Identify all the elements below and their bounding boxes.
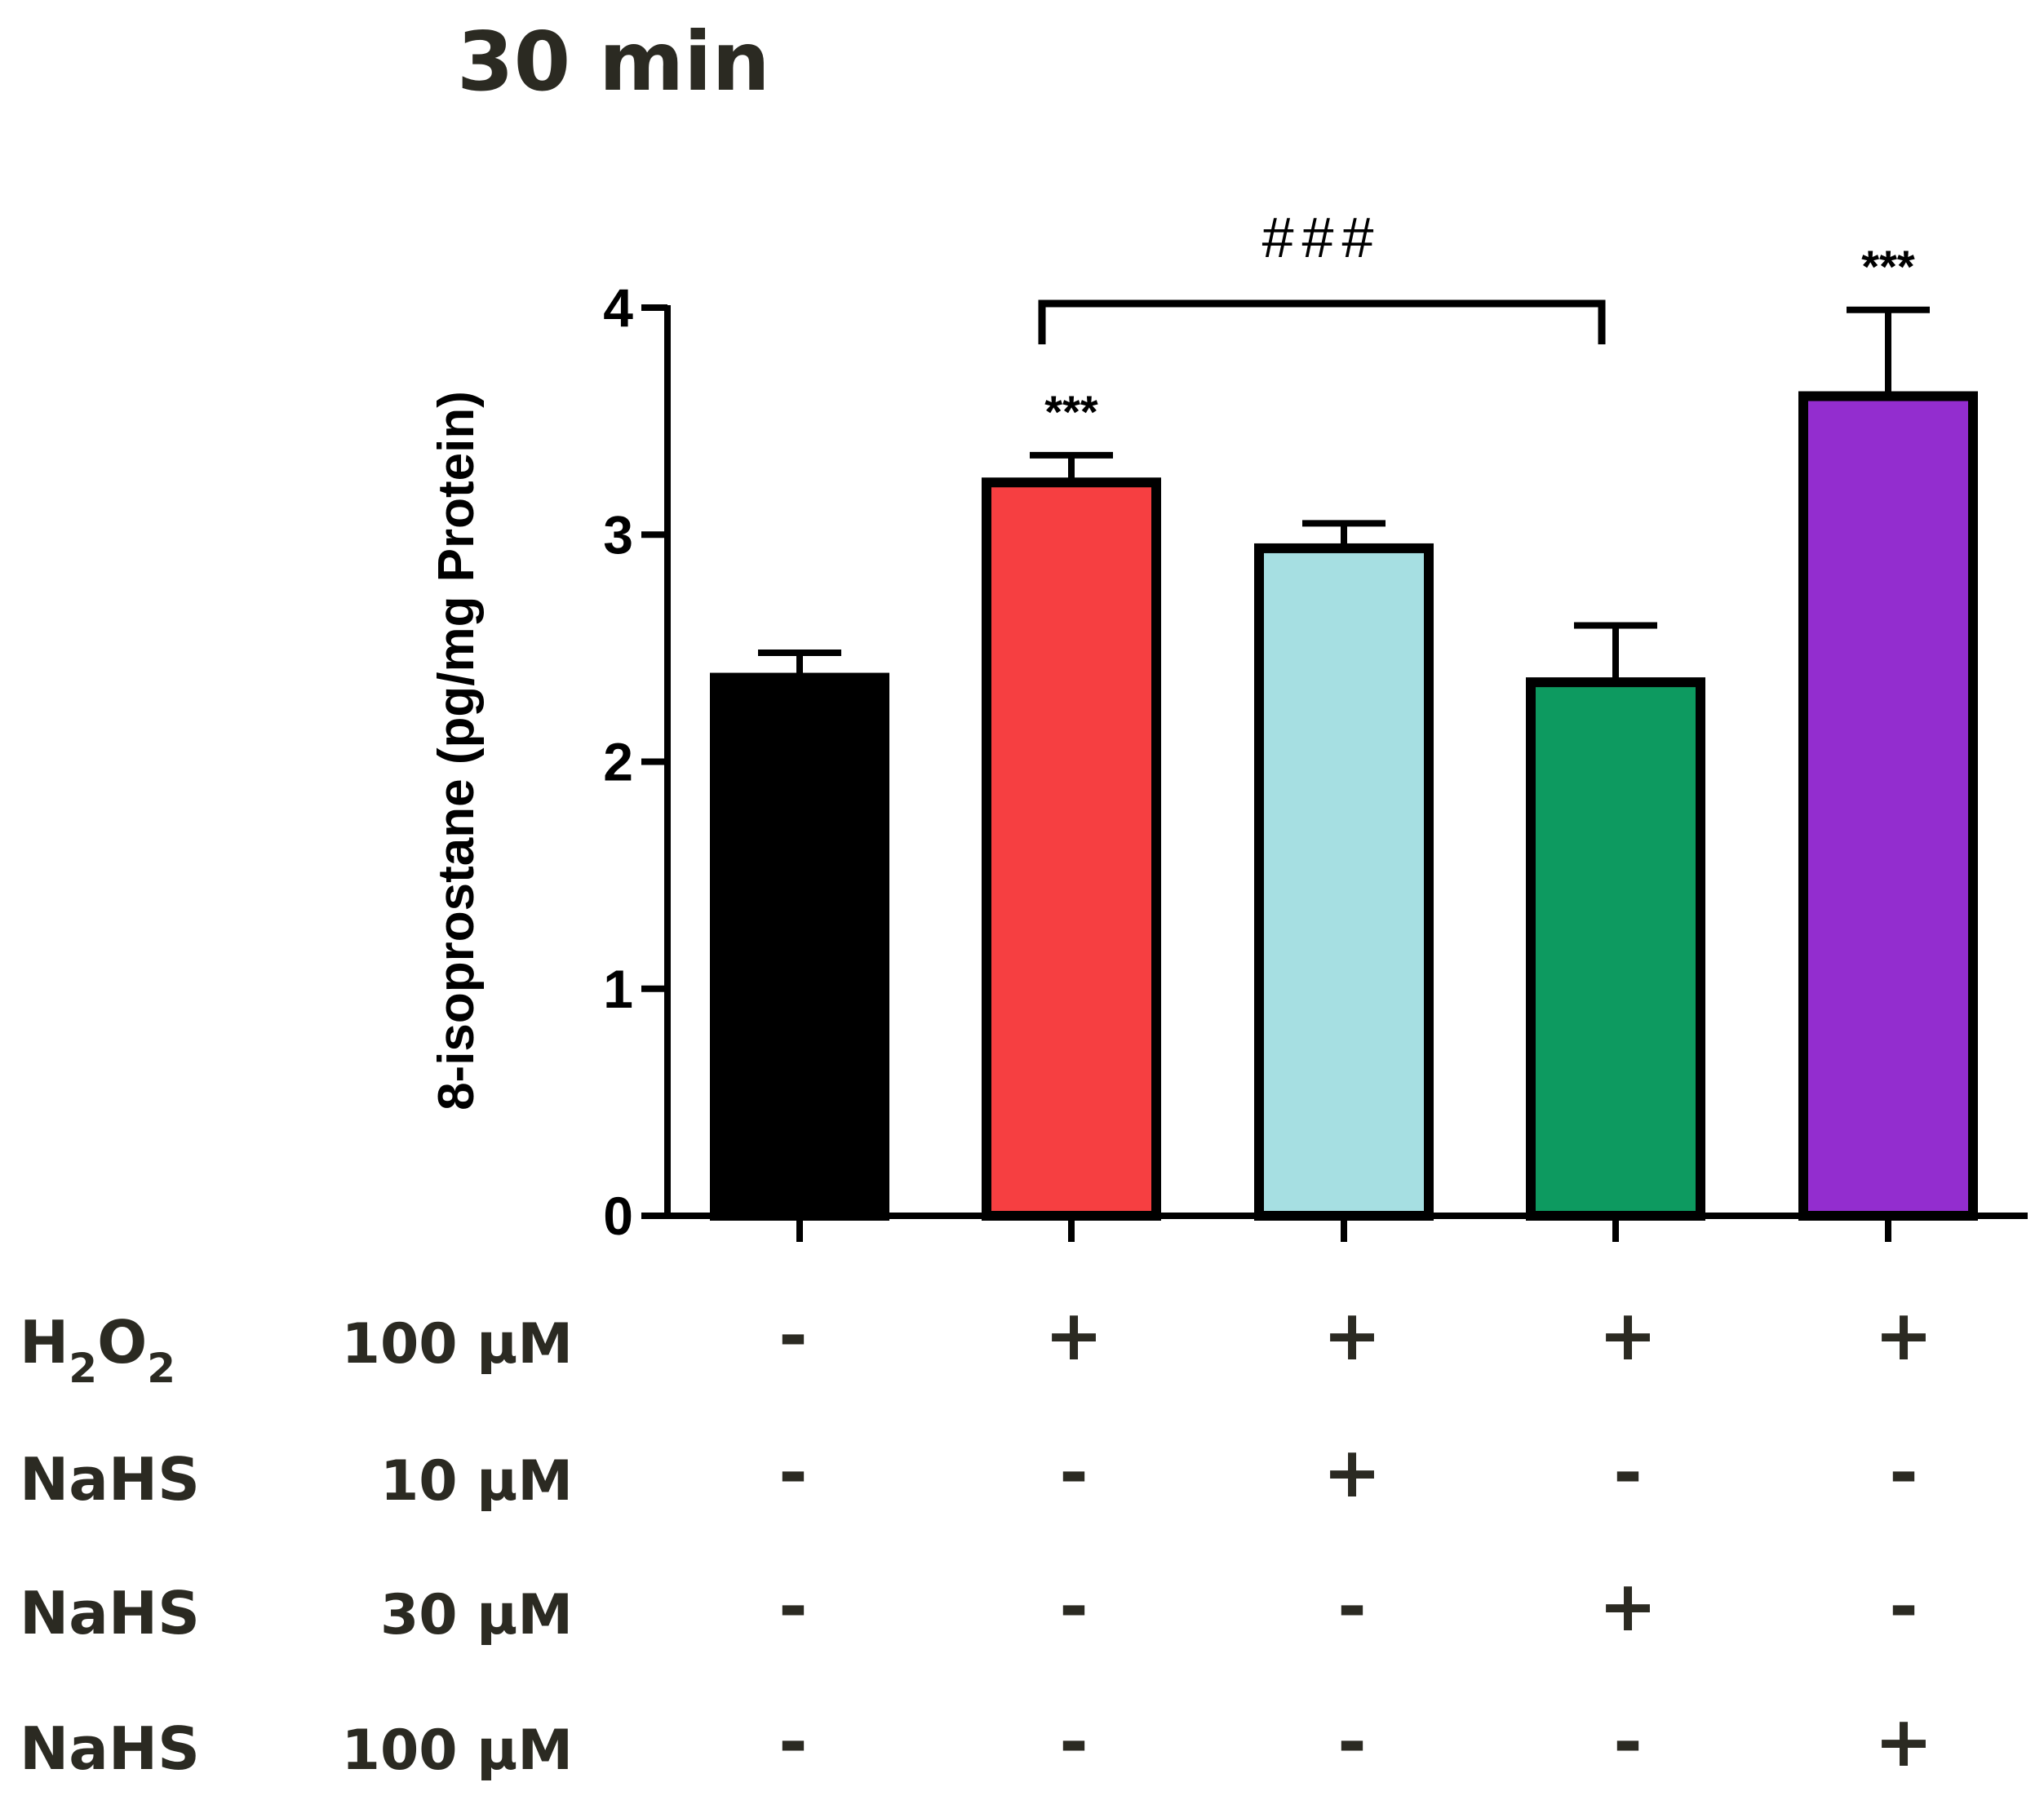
minus-sign: -	[1059, 1432, 1089, 1514]
minus-sign: -	[1059, 1701, 1089, 1783]
significance-stars: ***	[1044, 386, 1098, 437]
treatment-table: H2O2 100 μM - + + + + NaHS 10 μM - - + - - NaHS 30 μM - -…	[20, 1295, 1933, 1783]
bar	[710, 672, 889, 1221]
treatment-concentration: 30 μM	[380, 1583, 573, 1647]
plus-sign: +	[1598, 1566, 1657, 1647]
minus-sign: -	[1337, 1701, 1367, 1783]
significance-stars: ***	[1861, 241, 1915, 292]
treatment-name: NaHS	[20, 1714, 200, 1783]
y-tick-label: 3	[603, 504, 633, 565]
comparison-bracket	[1038, 299, 1606, 344]
bar	[1526, 677, 1705, 1221]
minus-sign: -	[1889, 1432, 1918, 1514]
plus-sign: +	[1323, 1295, 1381, 1377]
y-tick-label: 0	[603, 1186, 633, 1246]
minus-sign: -	[1889, 1566, 1918, 1647]
treatment-name: H2O2	[20, 1308, 175, 1392]
comparison-label: ###	[1262, 206, 1382, 269]
y-tick-label: 4	[603, 277, 633, 338]
minus-sign: -	[1613, 1432, 1643, 1514]
plus-sign: +	[1044, 1295, 1103, 1377]
minus-sign: -	[778, 1701, 808, 1783]
treatment-name: NaHS	[20, 1579, 200, 1647]
y-tick-label: 1	[603, 959, 633, 1019]
plus-sign: +	[1323, 1432, 1381, 1514]
minus-sign: -	[778, 1432, 808, 1514]
minus-sign: -	[778, 1566, 808, 1647]
plus-sign: +	[1874, 1701, 1933, 1783]
minus-sign: -	[778, 1295, 808, 1377]
minus-sign: -	[1613, 1701, 1643, 1783]
y-axis-label: 8-isoprostane (pg/mg Protein)	[428, 391, 485, 1111]
plus-sign: +	[1598, 1295, 1657, 1377]
bar	[982, 477, 1161, 1221]
treatment-name: NaHS	[20, 1445, 200, 1514]
treatment-concentration: 10 μM	[380, 1449, 573, 1514]
minus-sign: -	[1337, 1566, 1367, 1647]
treatment-concentration: 100 μM	[342, 1312, 573, 1377]
minus-sign: -	[1059, 1566, 1089, 1647]
y-tick-label: 2	[603, 732, 633, 792]
bar	[1798, 391, 1978, 1221]
treatment-concentration: 100 μM	[342, 1718, 573, 1783]
bar	[1254, 543, 1434, 1221]
annotations: *** *** ###	[1038, 206, 1915, 437]
bars	[710, 306, 1978, 1221]
chart-title: 30 min	[457, 14, 770, 109]
plus-sign: +	[1874, 1295, 1933, 1377]
